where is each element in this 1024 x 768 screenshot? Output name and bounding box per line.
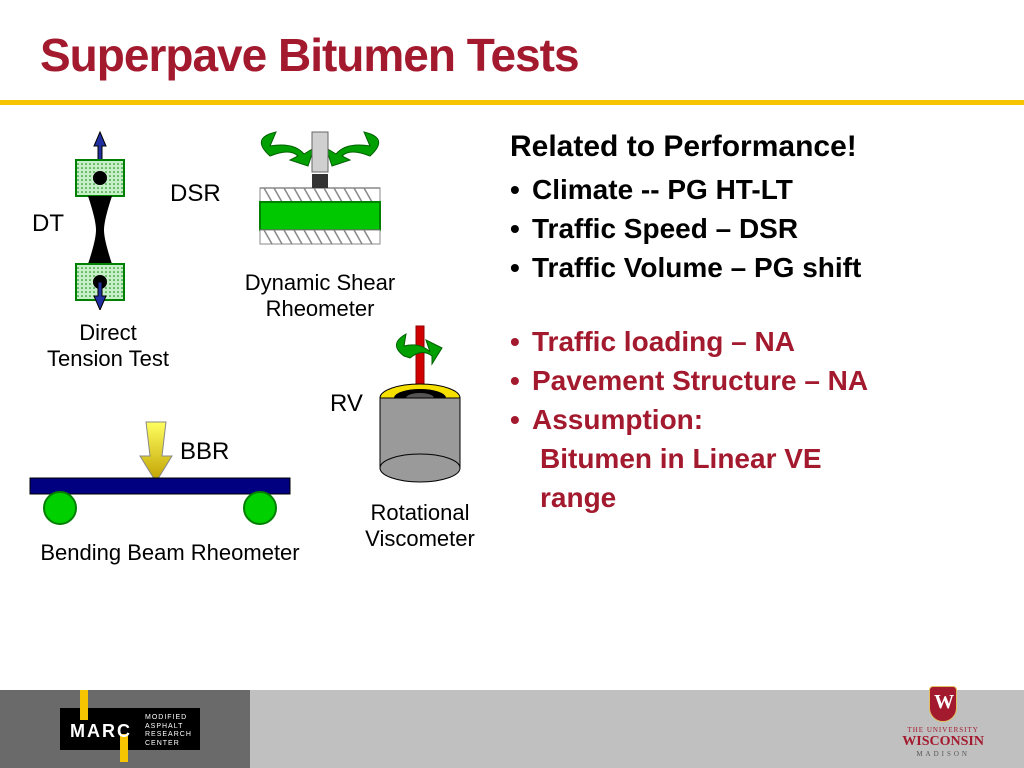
bbr-short-label: BBR bbox=[180, 438, 229, 466]
rv-caption: Rotational Viscometer bbox=[340, 500, 500, 552]
wisc-shield-icon bbox=[929, 686, 957, 722]
rv-diagram bbox=[360, 320, 480, 490]
bullet-loading: •Traffic loading – NA bbox=[510, 322, 1010, 361]
bullet-text: Assumption: bbox=[532, 404, 703, 435]
rv-short-label: RV bbox=[330, 390, 363, 418]
bullet-text: Traffic Speed – DSR bbox=[532, 213, 798, 244]
dt-diagram bbox=[60, 130, 140, 310]
wisconsin-logo: THE UNIVERSITY WISCONSIN MADISON bbox=[902, 686, 984, 758]
bullet-text: Pavement Structure – NA bbox=[532, 365, 868, 396]
assumption-line2: range bbox=[510, 478, 1010, 517]
wisc-line3: MADISON bbox=[902, 750, 984, 758]
bbr-diagram bbox=[20, 420, 300, 530]
diagrams-area: DT Direct Tension Test DSR Dynamic Shear… bbox=[0, 120, 510, 660]
assumption-line1: Bitumen in Linear VE bbox=[510, 439, 1010, 478]
title-rule bbox=[0, 100, 1024, 105]
dt-short-label: DT bbox=[32, 210, 64, 238]
bullet-text: Traffic Volume – PG shift bbox=[532, 252, 861, 283]
text-column: Related to Performance! •Climate -- PG H… bbox=[510, 130, 1010, 518]
dt-caption: Direct Tension Test bbox=[28, 320, 188, 372]
page-title: Superpave Bitumen Tests bbox=[40, 28, 579, 82]
marc-subtitle: MODIFIED ASPHALT RESEARCH CENTER bbox=[145, 714, 192, 748]
marc-logo-text: MARC bbox=[70, 721, 132, 742]
perf-heading: Related to Performance! bbox=[510, 130, 1010, 164]
dsr-diagram bbox=[220, 128, 420, 268]
bullet-text: Climate -- PG HT-LT bbox=[532, 174, 793, 205]
bullet-text: Traffic loading – NA bbox=[532, 326, 795, 357]
bullet-climate: •Climate -- PG HT-LT bbox=[510, 170, 1010, 209]
bullet-pavement: •Pavement Structure – NA bbox=[510, 361, 1010, 400]
bbr-caption: Bending Beam Rheometer bbox=[20, 540, 320, 566]
dsr-caption: Dynamic Shear Rheometer bbox=[220, 270, 420, 322]
bullet-speed: •Traffic Speed – DSR bbox=[510, 209, 1010, 248]
wisc-line2: WISCONSIN bbox=[902, 734, 984, 750]
wisc-line1: THE UNIVERSITY bbox=[902, 726, 984, 734]
bullet-volume: •Traffic Volume – PG shift bbox=[510, 248, 1010, 287]
marc-bar1 bbox=[80, 690, 88, 720]
dsr-short-label: DSR bbox=[170, 180, 221, 208]
bullet-assumption: •Assumption: bbox=[510, 400, 1010, 439]
